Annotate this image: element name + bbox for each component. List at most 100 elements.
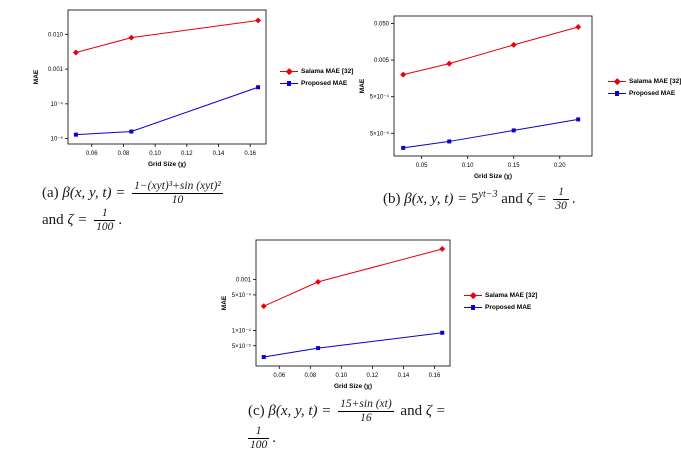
x-tick-label: 0.16 (244, 151, 256, 157)
x-tick-label: 0.12 (367, 373, 379, 379)
beta-expression: β(x, y, t) = (404, 190, 468, 207)
zeta-expression: ζ = (67, 211, 88, 228)
caption-label: (b) (383, 190, 401, 207)
x-tick-label: 0.14 (213, 151, 225, 157)
fraction: 15+sin (xt) 16 (338, 398, 394, 425)
power-exponent: yt−3 (478, 188, 498, 200)
y-tick-label: 5×10⁻⁴ (232, 292, 252, 299)
salama-line-marker-icon (464, 292, 482, 299)
beta-expression: β(x, y, t) = (62, 184, 126, 201)
chart-b: 0.05 0.10 0.15 0.20 0.050 0.005 5×10⁻⁴ 5×10⁻⁵ Gr… (350, 6, 681, 191)
x-tick-label: 0.14 (398, 373, 410, 379)
legend-item-salama: Salama MAE [32] (280, 68, 353, 75)
chart-b-legend: Salama MAE [32] Proposed MAE (608, 78, 681, 97)
beta-expression: β(x, y, t) = (268, 402, 332, 419)
y-tick-label: 0.050 (374, 21, 390, 27)
proposed-line-marker-icon (280, 80, 298, 87)
series-line (403, 26, 579, 76)
y-tick-label: 0.001 (48, 67, 64, 73)
period: . (272, 429, 276, 446)
series-line (263, 248, 443, 307)
fraction-denominator: 10 (132, 192, 223, 207)
data-point (73, 132, 78, 137)
zeta-expression: ζ = (526, 190, 547, 207)
legend-label-salama: Salama MAE [32] (485, 292, 538, 299)
fraction-numerator: 1 (255, 424, 262, 437)
caption-a-line1: (a) β(x, y, t) = 1−(xyt)³+sin (xyt)² 10 (42, 180, 352, 207)
data-point (316, 346, 321, 351)
data-point (128, 34, 135, 41)
caption-a-line2: and ζ = 1 100 . (42, 207, 352, 234)
caption-b-line1: (b) β(x, y, t) = 5yt−3 and ζ = 1 30 . (383, 186, 678, 213)
fraction-denominator: 30 (553, 198, 569, 212)
chart-b-plot: 0.05 0.10 0.15 0.20 0.050 0.005 5×10⁻⁴ 5×10⁻⁵ Gr… (359, 15, 593, 180)
salama-line-marker-icon (608, 78, 626, 85)
x-axis-title: Grid Size (χ) (148, 161, 186, 168)
x-tick-label: 0.05 (416, 163, 428, 169)
data-point (401, 145, 406, 150)
fraction: 1 100 (248, 424, 270, 452)
x-tick-label: 0.08 (118, 151, 130, 157)
fraction-numerator: 1 (558, 186, 564, 198)
series-line (75, 86, 259, 136)
fraction-numerator: 15+sin (xt) (340, 398, 392, 410)
data-point (575, 24, 582, 30)
plot-frame (393, 15, 593, 157)
fraction-denominator: 100 (248, 437, 270, 451)
fraction-denominator: 100 (94, 219, 116, 233)
x-tick-label: 0.06 (273, 373, 285, 379)
fraction-numerator: 1 (101, 206, 108, 219)
chart-a-plot: 0.06 0.08 0.10 0.12 0.14 0.16 0.010 0.001 10⁻⁴ 10… (33, 9, 267, 168)
series-line (403, 118, 579, 149)
x-axis-title: Grid Size (χ) (334, 383, 372, 390)
legend-label-proposed: Proposed MAE (301, 80, 348, 87)
x-tick-label: 0.10 (336, 373, 348, 379)
chart-c-legend: Salama MAE [32] Proposed MAE (464, 292, 537, 311)
legend-item-proposed: Proposed MAE (608, 90, 681, 97)
x-tick-label: 0.10 (149, 151, 161, 157)
data-point (440, 330, 445, 335)
plot-frame (255, 239, 451, 367)
y-axis-title: MAE (359, 78, 366, 93)
data-point (510, 41, 517, 48)
caption-c-line2: 1 100 . (248, 425, 548, 452)
x-tick-label: 0.12 (181, 151, 193, 157)
period: . (118, 211, 123, 228)
y-axis-title: MAE (33, 69, 40, 84)
fraction-numerator: 1−(xyt)³+sin (xyt)² (134, 180, 221, 192)
caption-label: (a) (42, 184, 59, 201)
data-point (260, 303, 267, 310)
and-word: and (42, 211, 64, 228)
data-point (129, 129, 134, 134)
series-line (263, 332, 443, 358)
y-tick-label: 0.005 (374, 58, 390, 64)
data-point (256, 85, 261, 90)
chart-c: 0.06 0.08 0.10 0.12 0.14 0.16 0.001 5×10⁻⁴ 1×10⁻… (212, 232, 542, 400)
y-axis-title: MAE (221, 295, 228, 310)
data-point (72, 49, 79, 56)
legend-label-proposed: Proposed MAE (485, 304, 532, 311)
y-tick-label: 1×10⁻⁴ (232, 327, 252, 334)
chart-a-legend: Salama MAE [32] Proposed MAE (280, 68, 353, 87)
zeta-expression: ζ = (425, 402, 446, 419)
data-point (261, 355, 266, 360)
and-word: and (400, 402, 423, 419)
x-tick-label: 0.16 (429, 373, 441, 379)
caption-b: (b) β(x, y, t) = 5yt−3 and ζ = 1 30 . (383, 186, 678, 213)
data-point (439, 245, 446, 252)
data-point (315, 278, 322, 285)
legend-label-salama: Salama MAE [32] (629, 78, 681, 85)
legend-item-proposed: Proposed MAE (280, 80, 353, 87)
period: . (571, 190, 576, 207)
x-tick-label: 0.15 (508, 163, 520, 169)
data-point (447, 139, 452, 144)
y-tick-label: 5×10⁻⁵ (370, 130, 390, 137)
x-tick-label: 0.06 (86, 151, 98, 157)
legend-label-salama: Salama MAE [32] (301, 68, 354, 75)
x-tick-label: 0.10 (462, 163, 474, 169)
y-tick-label: 0.001 (236, 278, 252, 284)
fraction: 1 100 (94, 206, 116, 234)
x-axis-title: Grid Size (χ) (474, 173, 512, 180)
caption-c-line1: (c) β(x, y, t) = 15+sin (xt) 16 and ζ = (248, 398, 548, 425)
data-point (400, 71, 407, 78)
